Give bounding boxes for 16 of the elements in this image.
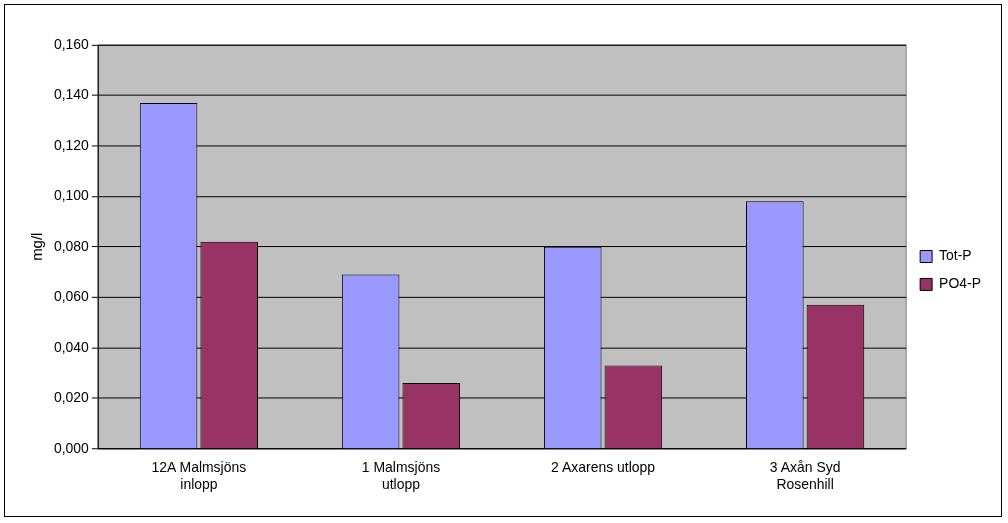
y-tick-label: 0,040 [53, 338, 90, 355]
x-tick-label: 2 Axarens utlopp [551, 458, 656, 475]
y-tick-label: 0,080 [53, 237, 90, 254]
x-tick-label: 12A Malmsjöns inlopp [151, 458, 247, 492]
y-tick-label: 0,160 [53, 35, 90, 52]
x-tick-label: 3 Axån Syd Rosenhill [769, 458, 841, 492]
y-tick-label: 0,140 [53, 86, 90, 103]
y-tick-label: 0,000 [53, 439, 90, 456]
legend-label: Tot-P [939, 247, 972, 264]
x-tick-label: 1 Malmsjöns utlopp [361, 458, 441, 492]
y-tick-label: 0,100 [53, 187, 90, 204]
y-tick-label: 0,120 [53, 136, 90, 153]
y-tick-label: 0,020 [53, 389, 90, 406]
y-tick-label: 0,060 [53, 288, 90, 305]
legend-label: PO4-P [939, 275, 981, 292]
y-axis-title: mg/l [28, 232, 46, 261]
